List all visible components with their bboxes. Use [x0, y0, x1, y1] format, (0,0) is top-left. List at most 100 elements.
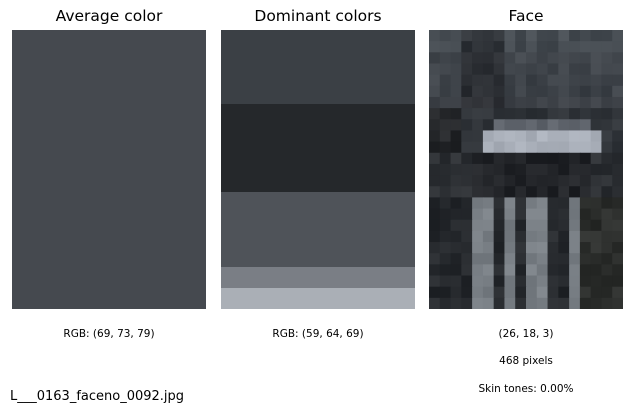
face-pixel	[504, 41, 516, 53]
face-pixel	[579, 297, 592, 309]
face-pixel	[526, 275, 538, 288]
face-pixel	[536, 286, 549, 299]
dominant-color-band	[221, 30, 415, 104]
face-pixel	[504, 186, 516, 198]
face-pixel	[601, 41, 613, 53]
face-pixel	[536, 275, 549, 288]
face-pixel	[429, 96, 441, 109]
face-pixel	[590, 297, 603, 309]
face-pixel	[515, 96, 527, 109]
face-pixel	[515, 163, 527, 176]
face-pixel	[590, 186, 603, 198]
face-pixel	[493, 152, 506, 165]
face-pixel	[601, 119, 613, 132]
face-pixel	[590, 163, 603, 176]
face-pixel	[439, 197, 452, 210]
face-pixel	[429, 186, 441, 198]
face-pixel	[515, 297, 527, 309]
face-pixel	[558, 286, 570, 299]
face-pixel	[569, 141, 581, 154]
face-pixel	[590, 130, 603, 143]
face-pixel	[472, 297, 484, 309]
face-pixel	[515, 141, 527, 154]
face-pixel	[526, 286, 538, 299]
face-pixel	[547, 52, 559, 65]
face-pixel	[482, 163, 495, 176]
face-pixel	[482, 242, 495, 254]
face-pixel	[536, 175, 549, 187]
face-pixel	[461, 186, 473, 198]
face-pixel	[601, 253, 613, 265]
face-pixel	[536, 130, 549, 143]
face-pixel	[612, 175, 623, 187]
face-pixel	[450, 74, 462, 87]
face-pixel	[526, 230, 538, 243]
dominant-color-band	[221, 192, 415, 267]
dominant-colors-title: Dominant colors	[254, 7, 382, 25]
face-pixel	[493, 242, 506, 254]
face-pixel	[536, 230, 549, 243]
face-pixel	[547, 175, 559, 187]
face-pixel	[579, 219, 592, 232]
face-pixel	[547, 230, 559, 243]
face-pixel	[429, 264, 441, 277]
face-pixel	[504, 253, 516, 265]
face-pixel	[558, 264, 570, 277]
face-pixel	[472, 275, 484, 288]
face-pixel	[482, 119, 495, 132]
face-pixel	[472, 163, 484, 176]
face-pixel	[450, 63, 462, 76]
face-pixel	[429, 141, 441, 154]
face-pixel	[547, 286, 559, 299]
face-pixel	[579, 119, 592, 132]
face-pixel	[439, 186, 452, 198]
face-pixel	[558, 130, 570, 143]
face-pixel	[493, 286, 506, 299]
face-pixel	[493, 85, 506, 98]
face-pixel	[526, 41, 538, 53]
face-pixel	[590, 74, 603, 87]
face-pixel	[569, 186, 581, 198]
face-pixel	[482, 30, 495, 42]
face-pixel	[461, 163, 473, 176]
face-pixel	[526, 74, 538, 87]
face-title: Face	[508, 7, 544, 25]
face-pixel	[472, 286, 484, 299]
face-pixel	[558, 74, 570, 87]
face-pixel	[579, 63, 592, 76]
face-pixel	[461, 41, 473, 53]
face-pixel	[579, 197, 592, 210]
face-pixel	[450, 297, 462, 309]
face-pixel	[450, 208, 462, 221]
face-pixel	[547, 85, 559, 98]
face-pixel	[579, 74, 592, 87]
face-pixel	[504, 242, 516, 254]
face-pixel	[526, 208, 538, 221]
face-pixel	[601, 219, 613, 232]
face-pixel	[461, 74, 473, 87]
face-pixel	[558, 63, 570, 76]
face-pixel-count: 468 pixels	[499, 355, 553, 367]
face-pixel	[439, 242, 452, 254]
face-pixel	[536, 30, 549, 42]
face-pixel	[558, 108, 570, 120]
face-pixel	[504, 275, 516, 288]
face-pixel	[579, 242, 592, 254]
face-pixel	[515, 197, 527, 210]
face-pixel	[612, 242, 623, 254]
face-pixel	[472, 264, 484, 277]
face-pixel	[590, 230, 603, 243]
dominant-color-rgb: RGB: (59, 64, 69)	[272, 328, 364, 340]
face-pixel	[612, 186, 623, 198]
face-pixel	[558, 119, 570, 132]
face-pixel	[429, 275, 441, 288]
face-pixel	[601, 264, 613, 277]
face-pixel	[461, 264, 473, 277]
face-pixel	[450, 175, 462, 187]
face-pixel	[569, 63, 581, 76]
face-pixel	[601, 63, 613, 76]
face-pixel	[612, 264, 623, 277]
face-pixel	[526, 253, 538, 265]
face-pixel	[579, 108, 592, 120]
face-pixel	[590, 41, 603, 53]
